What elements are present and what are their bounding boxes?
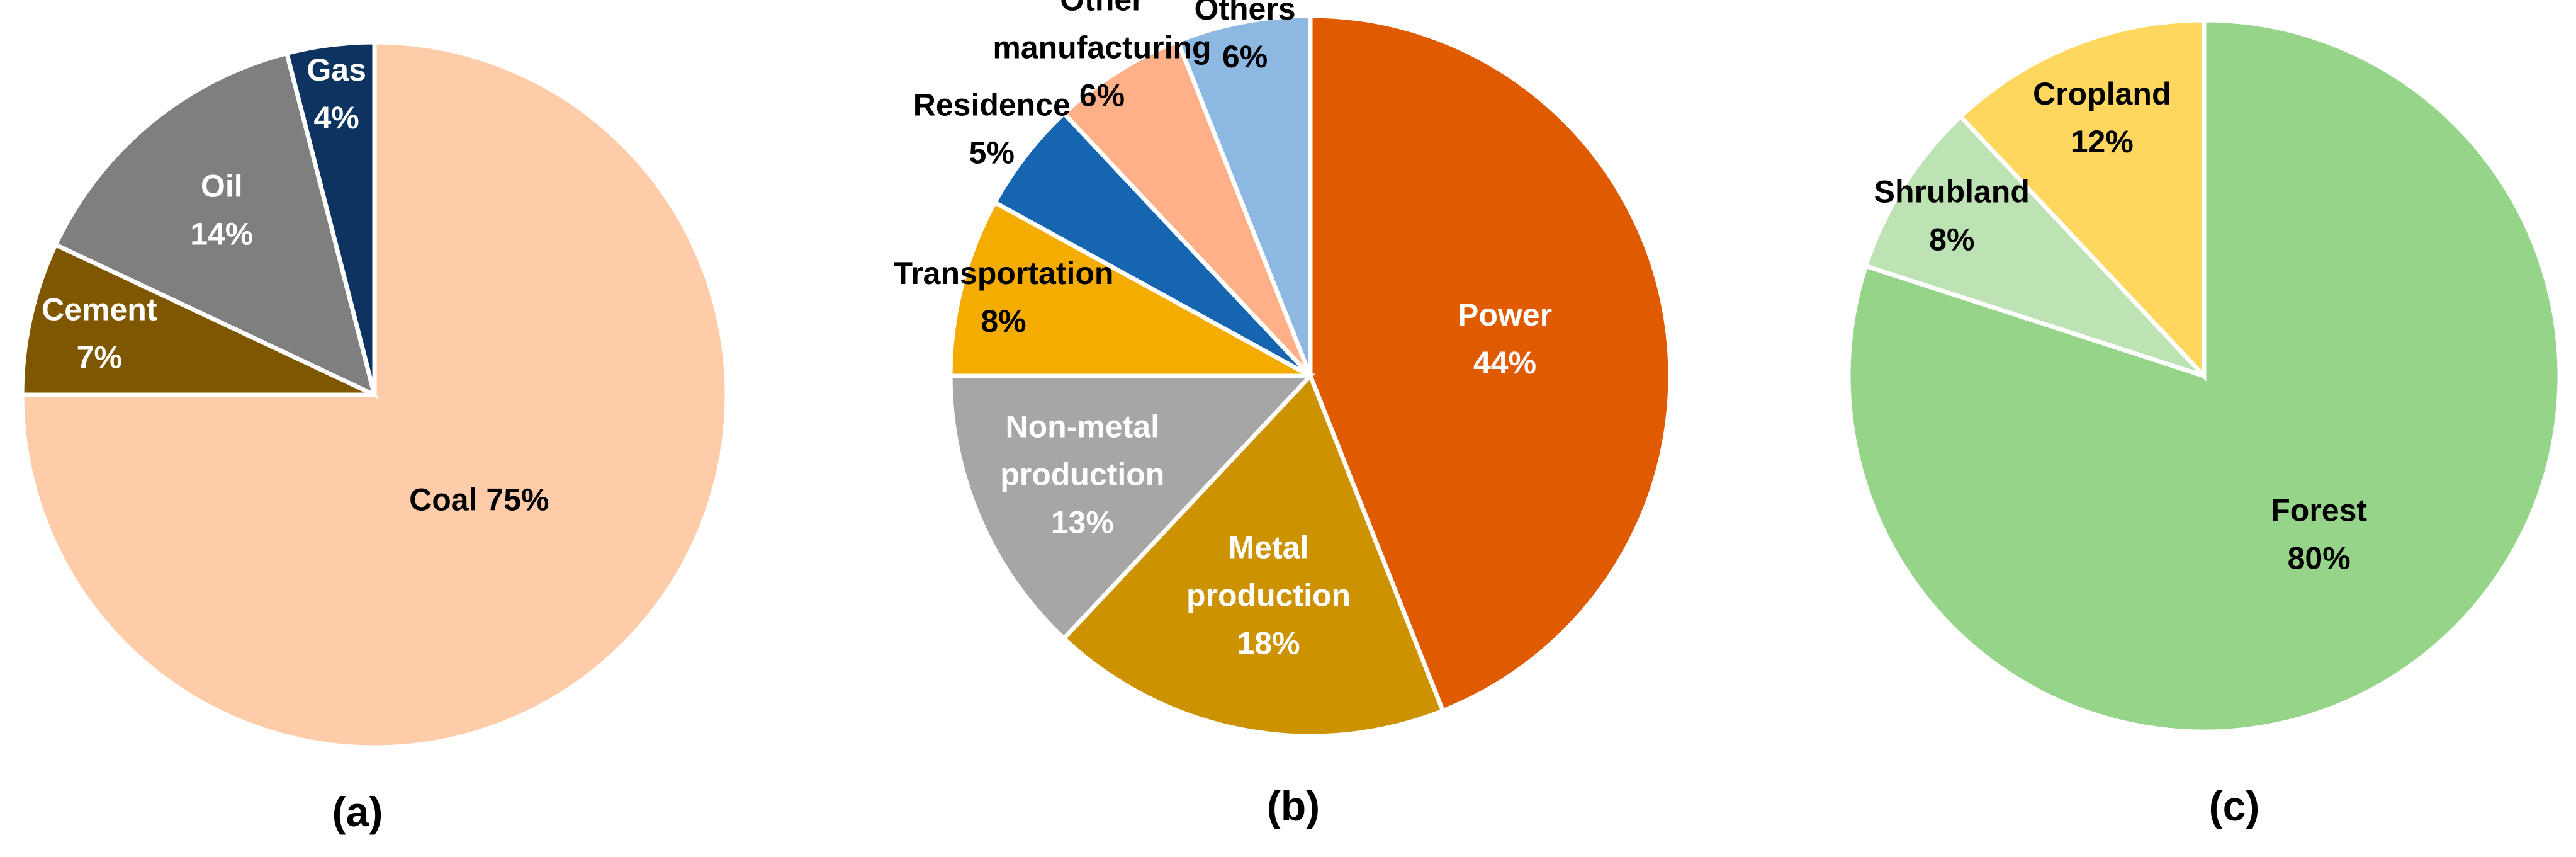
label-a-coal: Coal 75% <box>409 482 549 517</box>
label-b-other-manufacturing-line: manufacturing <box>993 30 1211 65</box>
label-c-shrubland-line: 8% <box>1929 222 1974 258</box>
label-b-residence-line: 5% <box>969 135 1015 170</box>
label-b-others-line: 6% <box>1222 39 1268 74</box>
label-b-transportation-line: Transportation <box>893 256 1113 291</box>
caption-a: (a) <box>332 788 383 835</box>
label-c-cropland-line: Cropland <box>2033 76 2171 111</box>
label-a-coal-line: Coal 75% <box>409 482 549 517</box>
pie-b-slices <box>948 13 1673 739</box>
slice-c-shrubland <box>1863 113 2206 378</box>
label-b-metal-production: Metal production 18% <box>1186 530 1351 661</box>
pie-a-labels: Coal 75% Cement 7% Oil 14% Gas 4% <box>42 52 549 517</box>
label-a-gas-line: Gas <box>307 52 366 88</box>
label-a-oil: Oil 14% <box>190 169 253 252</box>
pie-chart-b: Power 44% Metal production 18% Non-metal produ… <box>893 0 1673 829</box>
caption-c: (c) <box>2209 783 2260 829</box>
slice-b-transportation <box>948 199 1312 378</box>
label-b-metal-production-line: Metal <box>1229 530 1309 565</box>
slice-a-cement <box>20 241 376 397</box>
label-a-oil-line: Oil <box>201 169 243 204</box>
slice-b-non-metal-production <box>948 373 1316 642</box>
label-b-non-metal-production-line: production <box>1000 457 1164 492</box>
label-b-other-manufacturing: Other manufacturing 6% <box>993 0 1211 113</box>
label-a-cement: Cement 7% <box>42 292 157 375</box>
label-b-residence-line: Residence <box>913 87 1071 122</box>
slice-a-oil <box>52 50 378 399</box>
caption-b: (b) <box>1267 783 1320 829</box>
label-c-shrubland-line: Shrubland <box>1874 174 2030 210</box>
label-b-power: Power 44% <box>1458 297 1552 380</box>
slice-b-power <box>1308 13 1673 714</box>
label-b-power-line: 44% <box>1473 345 1536 380</box>
label-b-transportation: Transportation 8% <box>893 256 1113 339</box>
label-b-non-metal-production: Non-metal production 13% <box>1000 409 1164 540</box>
slice-a-gas <box>284 40 377 395</box>
label-b-other-manufacturing-line: Other <box>1060 0 1144 17</box>
pie-chart-c: Forest 80% Shrubland 8% Cropland 12% (c) <box>1846 18 2562 829</box>
pie-c-labels: Forest 80% Shrubland 8% Cropland 12% <box>1874 76 2368 576</box>
label-b-metal-production-line: 18% <box>1237 625 1300 661</box>
pie-chart-a: Coal 75% Cement 7% Oil 14% Gas 4% (a) <box>20 40 729 835</box>
label-b-transportation-line: 8% <box>981 304 1026 339</box>
pie-a-slices <box>20 40 729 750</box>
slice-b-others <box>1174 13 1313 377</box>
slice-b-residence <box>991 110 1312 378</box>
label-a-gas-line: 4% <box>314 100 359 135</box>
label-b-others-line: Others <box>1194 0 1295 26</box>
pie-b-labels: Power 44% Metal production 18% Non-metal produ… <box>893 0 1552 661</box>
label-c-shrubland: Shrubland 8% <box>1874 174 2030 258</box>
label-c-forest-line: Forest <box>2271 492 2367 528</box>
label-a-oil-line: 14% <box>190 217 253 252</box>
label-b-others: Others 6% <box>1194 0 1295 74</box>
slice-b-metal-production <box>1060 372 1446 739</box>
label-c-cropland: Cropland 12% <box>2033 76 2171 159</box>
label-b-non-metal-production-line: Non-metal <box>1006 409 1159 445</box>
slice-b-other-manufacturing <box>1060 38 1313 378</box>
label-b-residence: Residence 5% <box>913 87 1071 170</box>
pie-c-slices <box>1846 18 2562 734</box>
label-b-power-line: Power <box>1458 297 1552 332</box>
slice-a-coal <box>20 40 729 750</box>
label-a-cement-line: 7% <box>77 339 122 375</box>
label-b-non-metal-production-line: 13% <box>1051 505 1114 540</box>
label-b-metal-production-line: production <box>1186 577 1351 613</box>
label-b-other-manufacturing-line: 6% <box>1079 77 1125 113</box>
label-c-cropland-line: 12% <box>2071 124 2134 159</box>
slice-c-cropland <box>1957 18 2207 382</box>
label-a-cement-line: Cement <box>42 292 157 327</box>
label-a-gas: Gas 4% <box>307 52 366 135</box>
label-c-forest: Forest 80% <box>2271 492 2367 576</box>
label-c-forest-line: 80% <box>2288 540 2351 576</box>
